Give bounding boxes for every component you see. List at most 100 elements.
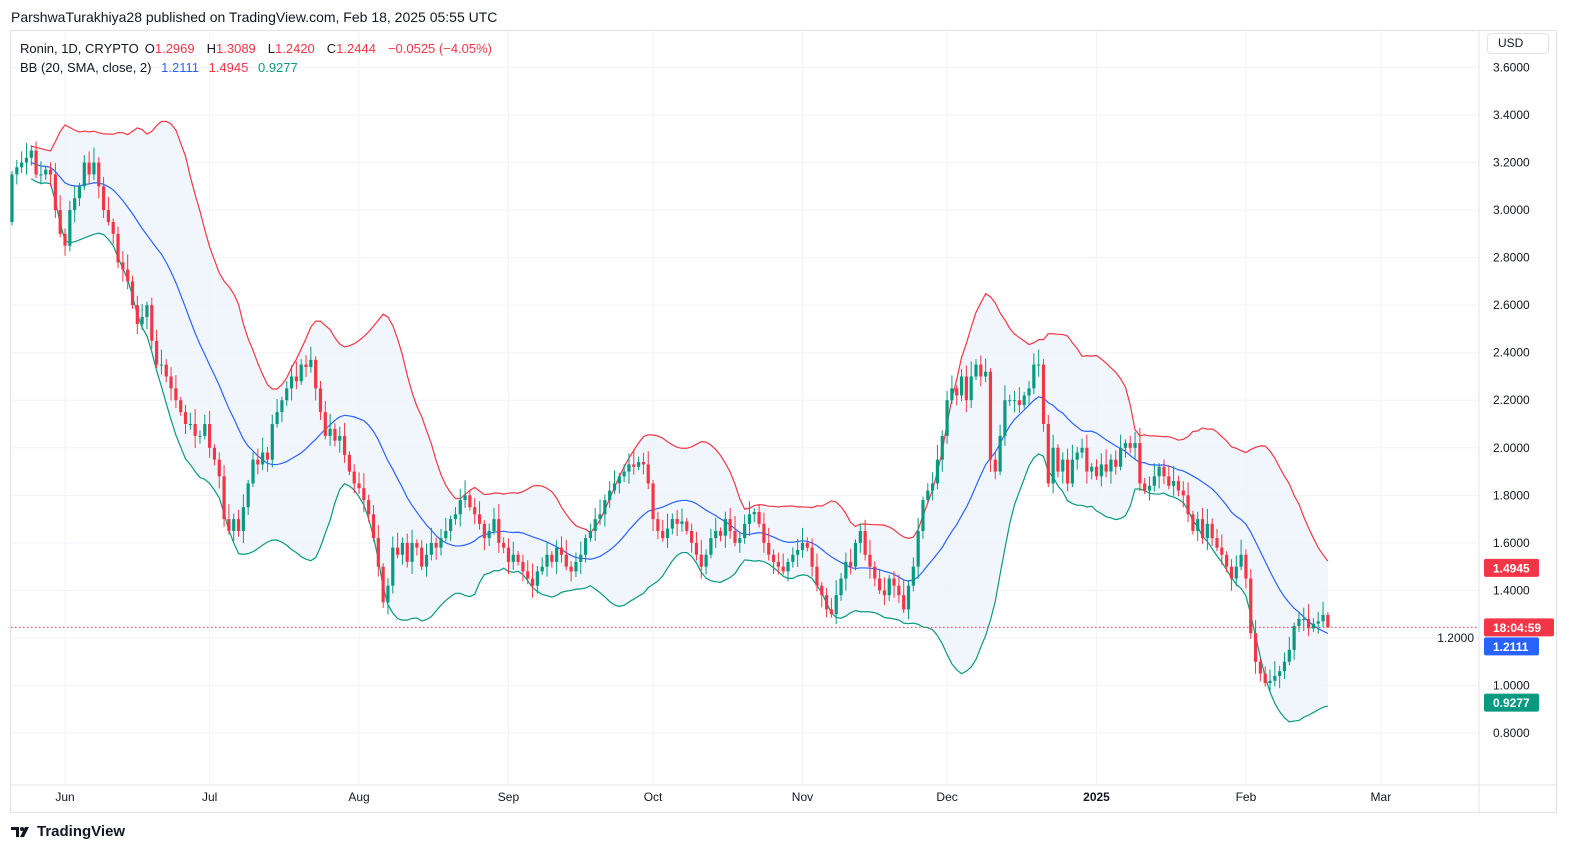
candle-body [1200, 519, 1205, 539]
candle [805, 537, 809, 552]
y-tick-label: 1.6000 [1493, 536, 1530, 550]
candle-body [675, 519, 679, 524]
y-tick-label: 1.0000 [1493, 678, 1530, 692]
candle-body [902, 595, 906, 610]
x-tick-label: Aug [348, 790, 369, 804]
y-tick-label: 3.6000 [1493, 60, 1530, 74]
candle [1008, 394, 1012, 406]
symbol-name[interactable]: Ronin, 1D, CRYPTO [20, 41, 139, 56]
candle-body [449, 519, 453, 531]
candle-body [87, 162, 91, 175]
candle-body [492, 519, 496, 531]
close-label: C [326, 41, 337, 56]
candle-body [574, 561, 578, 572]
y-tick-label: 2.4000 [1493, 346, 1530, 360]
candle-body [236, 519, 241, 531]
candle-body [670, 519, 674, 529]
badge-text: 18:04:59 [1493, 621, 1541, 635]
candle-body [569, 566, 573, 572]
indicator-name[interactable]: BB (20, SMA, close, 2) [20, 60, 152, 75]
bb-basis-value: 1.2111 [161, 60, 199, 75]
candle-body [767, 542, 771, 555]
symbol-legend-row: Ronin, 1D, CRYPTO O1.2969 H1.3089 L1.2420 C1… [20, 39, 498, 58]
bollinger-bands [30, 120, 1329, 723]
candle [969, 361, 973, 409]
candle-body [405, 542, 409, 562]
candle [396, 532, 400, 559]
candle-body [776, 561, 780, 567]
candle [791, 547, 795, 568]
x-tick-label: Dec [936, 790, 957, 804]
candle-body [424, 554, 429, 567]
candle-body [212, 447, 217, 460]
candle [121, 251, 125, 282]
candle-body [1070, 459, 1074, 484]
candle [771, 549, 776, 574]
low-value: 1.2420 [275, 41, 315, 56]
bb-lower-value: 0.9277 [257, 60, 298, 75]
candle [530, 563, 535, 598]
candle-body [984, 371, 988, 377]
candle [1244, 549, 1248, 589]
candle-body [882, 590, 887, 596]
price-axis: 0.8000 1.0000 1.2000 1.4000 1.6000 1.8000 2.00… [1437, 60, 1530, 740]
candle-body [497, 519, 501, 543]
candle [1022, 391, 1026, 409]
candle [984, 358, 988, 383]
tradingview-logo[interactable]: TradingView [11, 823, 125, 840]
candle-body [820, 585, 824, 596]
candle-body [198, 435, 202, 437]
candle [897, 574, 901, 603]
candle-body [608, 490, 612, 501]
candle [709, 528, 713, 559]
candle-body [1273, 675, 1277, 681]
candle-body [400, 542, 405, 555]
candle-body [376, 538, 380, 567]
candle-body [617, 476, 621, 484]
candle-body [959, 376, 964, 396]
candle-body [82, 162, 86, 187]
candle [810, 538, 814, 577]
candle-body [1012, 400, 1017, 402]
candle [916, 517, 920, 579]
candle-body [800, 542, 805, 550]
candle-body [974, 364, 978, 377]
candle-body [188, 424, 192, 426]
candle [477, 501, 482, 530]
candle [950, 375, 954, 404]
candle [1051, 434, 1055, 494]
candle [169, 367, 173, 401]
candle [299, 359, 303, 385]
candle-body [950, 388, 954, 401]
candle-body [699, 554, 703, 567]
candle [781, 553, 785, 575]
x-tick-label: Oct [644, 790, 663, 804]
candle-body [217, 459, 221, 477]
candle-body [824, 595, 829, 610]
candle-body [367, 500, 371, 515]
candle-body [1297, 618, 1301, 627]
candle [516, 551, 520, 566]
candle-body [1229, 566, 1234, 579]
candle-body [1075, 452, 1079, 460]
candle [1119, 434, 1123, 471]
candle-body [979, 364, 983, 377]
candle [926, 483, 930, 504]
candle [429, 527, 433, 561]
candle-body [733, 530, 737, 543]
candle-body [1321, 614, 1325, 622]
candle-body [521, 561, 525, 572]
currency-button[interactable]: USD [1487, 33, 1549, 54]
candle-body [381, 566, 385, 603]
candle [29, 145, 33, 166]
candle [463, 480, 467, 508]
candle [540, 557, 544, 575]
candle [155, 329, 159, 369]
candle-body [993, 459, 997, 472]
candle-body [1249, 578, 1253, 634]
candle [882, 577, 887, 606]
candle-body [342, 435, 347, 455]
candle-body [453, 514, 458, 520]
candle [757, 504, 761, 528]
